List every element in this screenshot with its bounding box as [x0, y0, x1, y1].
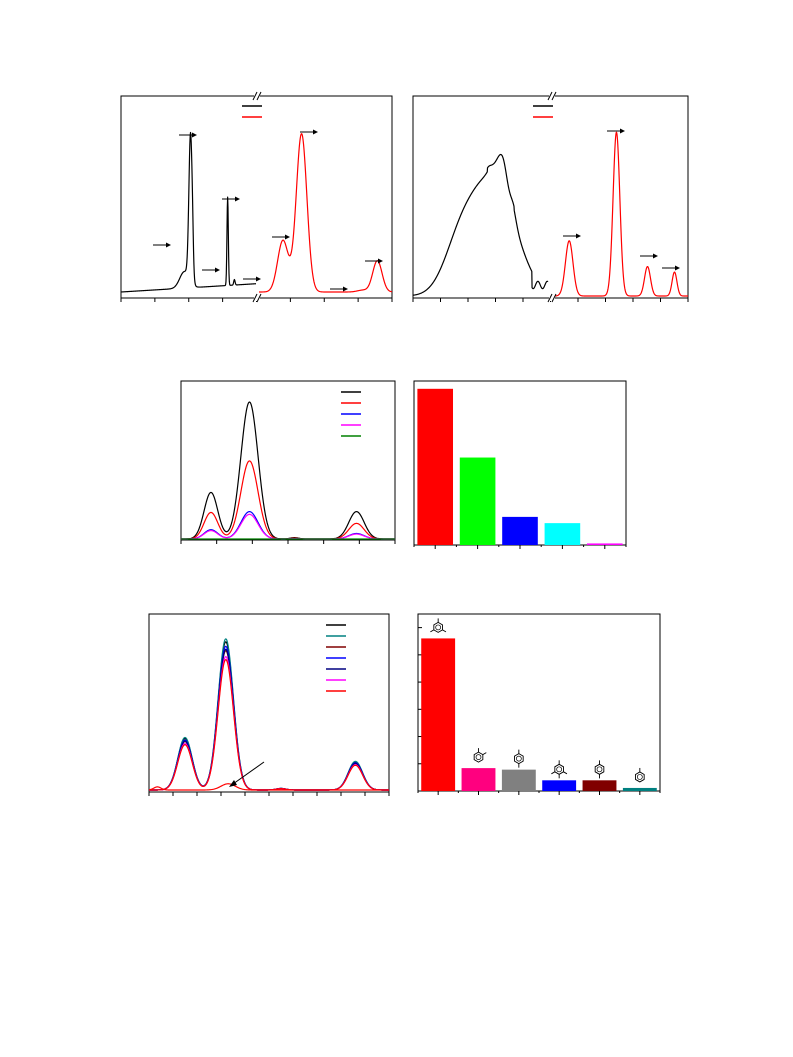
panel-b-arrow-3-head — [675, 265, 680, 271]
panel-b-series-right-curve — [552, 131, 689, 297]
panel-b-break-gap — [549, 295, 555, 301]
panel-f-bar-4 — [582, 780, 617, 791]
panel-a-arrow-5-head — [285, 234, 290, 240]
panel-a-break-mark — [256, 91, 262, 101]
panel-a-arrow-0-head — [166, 242, 171, 248]
panel-d-bar-3 — [544, 523, 581, 545]
panel-b-break-gap — [549, 93, 555, 99]
panel-e-series-3-curve — [149, 645, 389, 791]
panel-f-molecule-1-ring — [473, 751, 484, 763]
panel-e-chromatogram — [148, 613, 390, 796]
panel-e-annotation-arrow-head — [229, 780, 237, 787]
panel-c-frame — [180, 380, 396, 541]
panel-a-arrow-7-head — [343, 286, 348, 292]
panel-e-annotation-arrow — [232, 761, 265, 785]
panel-a-arrow-2-head — [215, 267, 220, 273]
panel-a-series-right-curve — [258, 133, 393, 293]
panel-d-bar-2 — [502, 516, 538, 545]
panel-f-molecule-4-ring-inner — [596, 766, 603, 773]
panel-f-bar-5 — [622, 787, 657, 791]
panel-d-bar-0 — [417, 388, 454, 545]
panel-f-molecule-0-ring — [433, 621, 443, 633]
panel-f-molecule-4-ring — [594, 763, 605, 775]
panel-c-series-0-curve — [180, 401, 396, 540]
panel-e-series-6-curve — [149, 658, 389, 791]
panel-a-break-mark — [252, 91, 258, 101]
panel-a-break-gap — [254, 295, 260, 301]
panel-b-chromatogram — [412, 91, 689, 303]
panel-e-series-4-curve — [149, 648, 389, 791]
panel-f-molecule-2-ring-inner — [515, 755, 522, 762]
panel-f-bar-chart — [417, 613, 661, 795]
panel-e-series-5-curve — [149, 656, 389, 791]
panel-f-molecule-1-substituent — [482, 752, 487, 756]
panel-c-series-3-curve — [180, 513, 396, 540]
panel-b-arrow-1-head — [620, 128, 625, 134]
panel-a-break-gap — [254, 93, 260, 99]
panel-f-molecule-0-ring-inner — [435, 624, 442, 631]
panel-f-bar-1 — [461, 768, 496, 791]
panel-b-break-mark — [551, 293, 557, 303]
panel-f-bar-2 — [501, 769, 536, 791]
panel-a-arrow-8-head — [378, 258, 383, 264]
panel-b-arrow-0-head — [576, 233, 581, 239]
panel-d-bar-4 — [586, 543, 623, 545]
panel-c-series-1-curve — [180, 460, 396, 540]
panel-e-series-0-curve — [149, 641, 389, 791]
panel-f-molecule-3-substituent — [563, 771, 568, 775]
panel-b-break-mark — [547, 293, 553, 303]
panel-b-break-mark — [547, 91, 553, 101]
panel-f-molecule-3-ring — [554, 763, 564, 775]
panel-a-series-left-curve — [120, 131, 257, 293]
panel-a-break-mark — [252, 293, 258, 303]
panel-a-break-mark — [256, 293, 262, 303]
panel-f-bar-0 — [421, 638, 456, 791]
panel-a-arrow-3-head — [235, 196, 240, 202]
panel-f-molecule-0-substituent — [442, 629, 447, 633]
panel-f-molecule-5-ring — [635, 771, 645, 783]
panel-a-chromatogram — [120, 91, 393, 303]
panel-f-molecule-5-ring-inner — [636, 774, 643, 780]
panel-f-molecule-3-ring-inner — [556, 766, 563, 773]
panel-e-series-2-curve — [149, 650, 389, 791]
panel-a-frame — [120, 95, 393, 299]
panel-a-arrow-1-head — [192, 132, 197, 138]
panel-d-bar-1 — [459, 457, 496, 545]
panel-d-bar-chart — [413, 380, 627, 549]
panel-b-series-left-curve — [412, 153, 549, 296]
panel-c-chromatogram — [180, 380, 396, 544]
panel-f-molecule-0-substituent — [430, 629, 435, 633]
panel-a-arrow-6-head — [313, 129, 318, 135]
panel-a-arrow-4-head — [256, 276, 261, 282]
panel-f-molecule-3-substituent — [551, 771, 556, 775]
panel-f-bar-3 — [542, 780, 577, 791]
panel-b-break-mark — [551, 91, 557, 101]
panel-b-arrow-2-head — [653, 253, 658, 259]
panel-e-background-curve — [148, 783, 389, 791]
panel-f-molecule-2-ring — [514, 753, 524, 765]
panel-f-molecule-1-ring-inner — [475, 754, 482, 760]
